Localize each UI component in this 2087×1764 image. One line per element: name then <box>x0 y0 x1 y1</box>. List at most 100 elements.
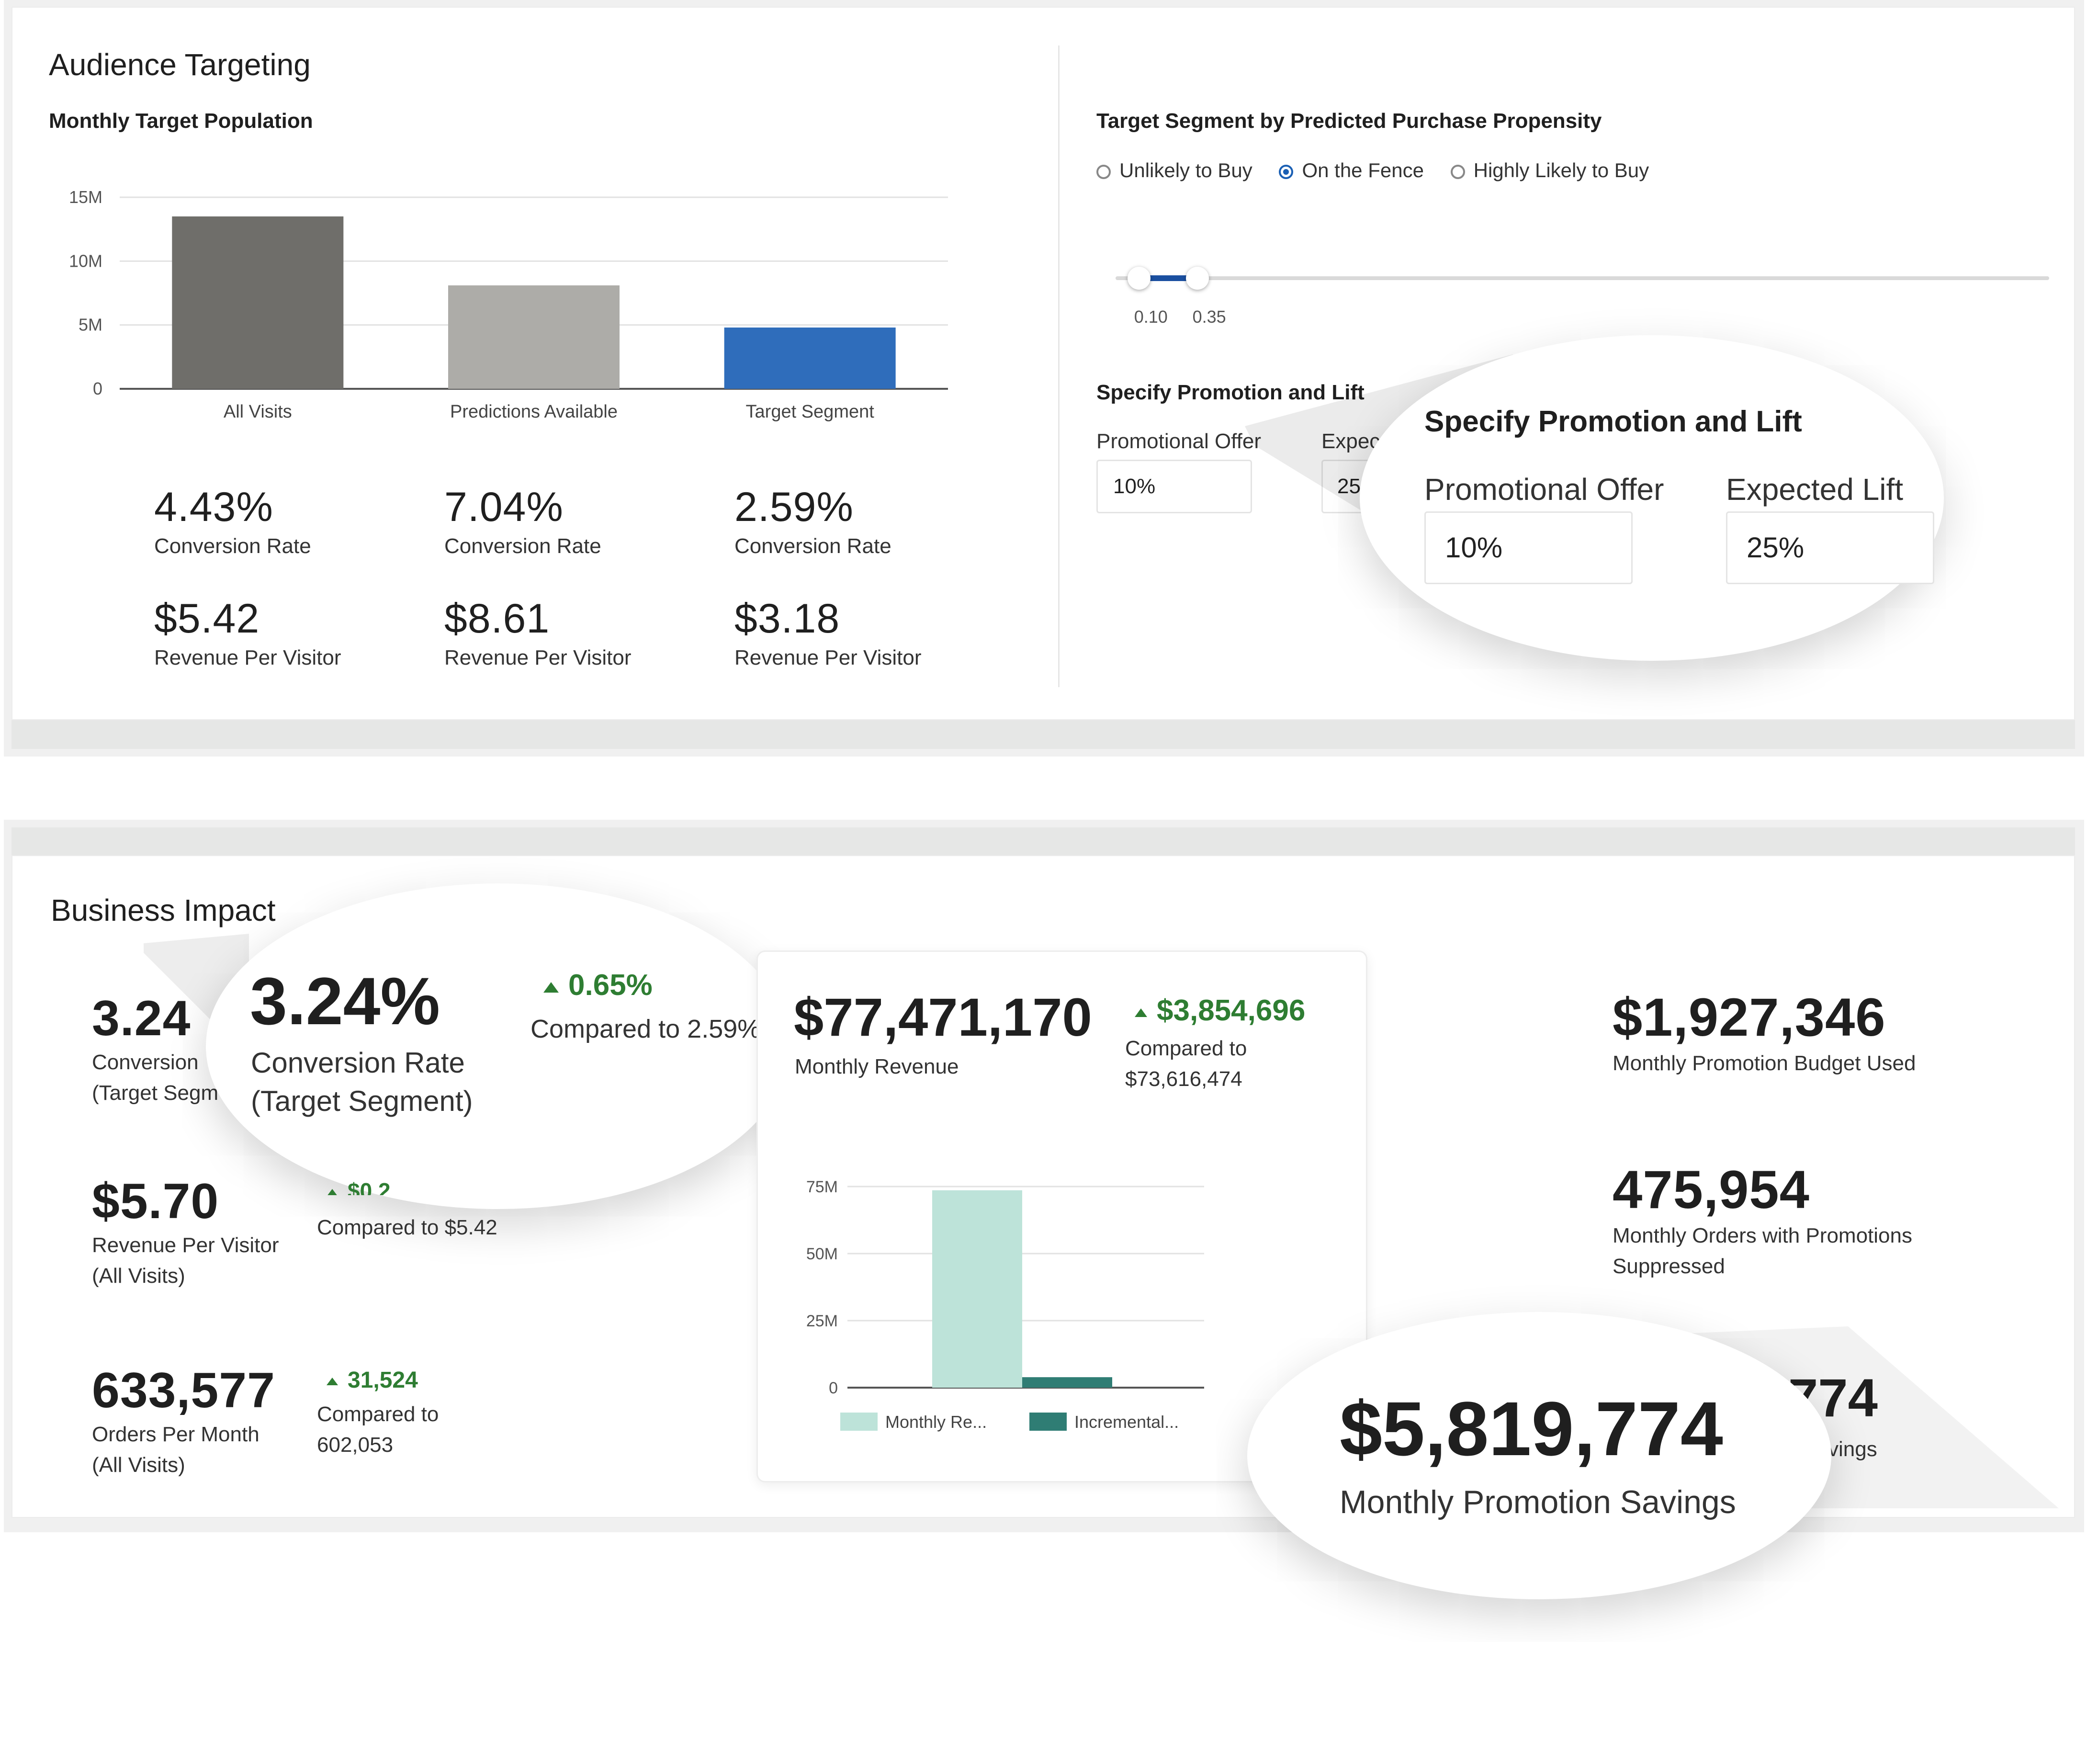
slider-track <box>1116 276 2049 280</box>
impact-title: Business Impact <box>51 893 276 927</box>
slider-handle-low[interactable] <box>1127 267 1151 290</box>
y-tick-label: 0 <box>93 379 102 398</box>
y-tick-label: 5M <box>79 315 102 335</box>
propensity-slider[interactable]: 0.10 0.35 <box>1116 267 2049 327</box>
stat-rpv-label: Revenue Per Visitor <box>734 646 922 669</box>
savings-magnified-value: $5,819,774 <box>1340 1386 1723 1471</box>
orders-delta: 31,524 <box>327 1367 418 1393</box>
orders-sublabel: (All Visits) <box>92 1453 185 1477</box>
suppressed-label: Monthly Orders with Promotions <box>1613 1224 1912 1247</box>
revenue-label: Monthly Revenue <box>795 1055 959 1078</box>
stat-conversion-label: Conversion Rate <box>734 534 891 558</box>
category-label: Predictions Available <box>450 402 618 422</box>
stat-revenue-per-visitor: $5.42 <box>154 596 260 642</box>
promotion-magnified-title: Specify Promotion and Lift <box>1424 405 1802 438</box>
suppressed-stat: 475,954 Monthly Orders with Promotions S… <box>1613 1159 1912 1282</box>
y-tick-label: 75M <box>806 1178 838 1196</box>
promotional-offer-input[interactable]: 10% <box>1096 460 1252 513</box>
rpv-sublabel: (All Visits) <box>92 1264 185 1288</box>
radio-circle <box>1450 164 1465 179</box>
budget-label: Monthly Promotion Budget Used <box>1613 1052 1916 1075</box>
chart-bars <box>172 216 896 389</box>
revenue-delta: $3,854,696 <box>1135 994 1305 1028</box>
conv-rate-magnified-value: 3.24% <box>250 963 440 1039</box>
bottom-card-top-band <box>11 827 2075 855</box>
bar-series-1 <box>1022 1377 1112 1388</box>
rpv-value: $5.70 <box>92 1174 219 1229</box>
y-tick-label: 0 <box>829 1379 838 1397</box>
chart-y-ticks: 0 25M 50M 75M <box>806 1178 838 1397</box>
segment-radio-group: Unlikely to Buy On the Fence Highly Like… <box>1096 159 1649 182</box>
savings-magnified-label: Monthly Promotion Savings <box>1340 1484 1736 1520</box>
radio-unlikely[interactable]: Unlikely to Buy <box>1096 159 1252 181</box>
slider-range-fill <box>1139 275 1197 281</box>
savings-label-cut: vings <box>1828 1437 1877 1461</box>
radio-on-the-fence[interactable]: On the Fence <box>1279 159 1424 181</box>
radio-highly-likely[interactable]: Highly Likely to Buy <box>1450 159 1649 181</box>
up-arrow-icon <box>543 982 559 993</box>
legend-label: Monthly Re... <box>885 1412 987 1432</box>
stat-conversion-rate: 2.59% <box>734 484 854 530</box>
conversion-magnifier-bubble <box>206 883 790 1209</box>
rpv-stat: $5.70 Revenue Per Visitor (All Visits) <box>92 1173 279 1291</box>
promotion-magnifier-bubble <box>1360 335 1944 661</box>
stat-col-predictions: 7.04% Conversion Rate $8.61 Revenue Per … <box>444 484 632 673</box>
slider-handle-high[interactable] <box>1185 267 1209 290</box>
up-arrow-icon <box>327 1378 338 1386</box>
y-tick-label: 10M <box>69 251 102 271</box>
promotion-title: Specify Promotion and Lift <box>1096 381 1365 404</box>
stat-revenue-per-visitor: $8.61 <box>444 596 550 642</box>
up-arrow-icon <box>1135 1008 1147 1017</box>
chart-gridlines <box>847 1186 1204 1389</box>
y-tick-label: 25M <box>806 1312 838 1330</box>
revenue-chart: 0 25M 50M 75M Monthly Re... Incremental... <box>806 1178 1204 1432</box>
rpv-delta-cut: $0.2 <box>327 1178 391 1195</box>
slider-low-label: 0.10 <box>1134 307 1168 327</box>
conv-rate-compared: Compared to 2.59% <box>530 1015 761 1043</box>
legend-swatch <box>840 1413 878 1431</box>
conv-rate-value-cut: 3.24 <box>92 991 191 1046</box>
bar-series-0 <box>932 1190 1022 1388</box>
y-tick-label: 50M <box>806 1245 838 1263</box>
bar-predictions-available <box>448 285 620 389</box>
legend-swatch <box>1029 1413 1067 1431</box>
expected-lift-magnified-label: Expected Lift <box>1726 472 1903 507</box>
revenue-compared: Compared to $73,616,474 <box>1125 1037 1247 1091</box>
stat-col-all-visits: 4.43% Conversion Rate $5.42 Revenue Per … <box>154 484 341 673</box>
target-population-chart: 0 5M 10M 15M All Visits Predictions Availabl… <box>69 187 948 422</box>
chart-y-ticks: 0 5M 10M 15M <box>69 187 102 398</box>
budget-value: $1,927,346 <box>1613 987 1886 1047</box>
orders-stat: 633,577 Orders Per Month (All Visits) <box>92 1362 275 1481</box>
suppressed-value: 475,954 <box>1613 1160 1810 1220</box>
radio-circle <box>1096 164 1111 179</box>
orders-label: Orders Per Month <box>92 1423 259 1446</box>
orders-compared: Compared to 602,053 <box>317 1402 439 1457</box>
stat-rpv-label: Revenue Per Visitor <box>154 646 341 669</box>
savings-magnifier-bubble <box>1247 1312 1831 1599</box>
audience-title: Audience Targeting <box>49 47 311 82</box>
rpv-label: Revenue Per Visitor <box>92 1233 279 1257</box>
conv-rate-sublabel-cut: (Target Segm <box>92 1081 219 1105</box>
rpv-compared: Compared to $5.42 <box>317 1216 497 1239</box>
promotional-offer-magnified-input[interactable]: 10% <box>1424 511 1633 584</box>
stat-conversion-rate: 7.04% <box>444 484 564 530</box>
chart-bars <box>932 1190 1112 1388</box>
conv-rate-magnified-label: Conversion Rate (Target Segment) <box>251 1047 473 1117</box>
revenue-panel <box>756 950 1367 1482</box>
stat-conversion-label: Conversion Rate <box>444 534 601 558</box>
expected-lift-magnified-input[interactable]: 25% <box>1726 511 1934 584</box>
expected-lift-label-cut: Expec <box>1321 430 1380 453</box>
category-label: All Visits <box>224 402 292 422</box>
budget-stat: $1,927,346 Monthly Promotion Budget Used <box>1613 986 1916 1079</box>
y-tick-label: 15M <box>69 187 102 207</box>
stat-rpv-label: Revenue Per Visitor <box>444 646 632 669</box>
conv-rate-delta: 0.65% <box>543 968 653 1002</box>
promotional-offer-magnified-label: Promotional Offer <box>1424 472 1664 507</box>
chart-categories: All Visits Predictions Available Target Se… <box>224 402 874 422</box>
conv-rate-label-cut: Conversion <box>92 1051 199 1074</box>
bar-all-visits <box>172 216 344 389</box>
orders-value: 633,577 <box>92 1363 275 1418</box>
top-card-bottom-band <box>11 720 2075 749</box>
vertical-divider <box>1058 45 1060 687</box>
monthly-target-population-title: Monthly Target Population <box>49 109 313 133</box>
